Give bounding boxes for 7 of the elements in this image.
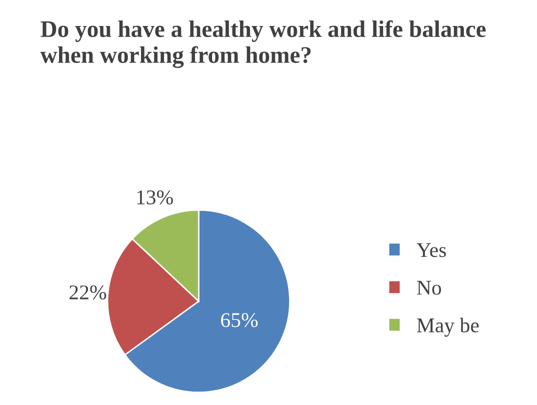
legend-label: May be — [416, 318, 479, 337]
legend-label: Yes — [416, 243, 446, 258]
data-label: 22% — [70, 285, 106, 300]
data-label: 13% — [137, 190, 173, 204]
chart-title: Do you have a healthy work and life balance when working from home? — [40, 20, 486, 68]
legend-label: No — [416, 280, 442, 295]
data-label: 65% — [221, 313, 258, 328]
